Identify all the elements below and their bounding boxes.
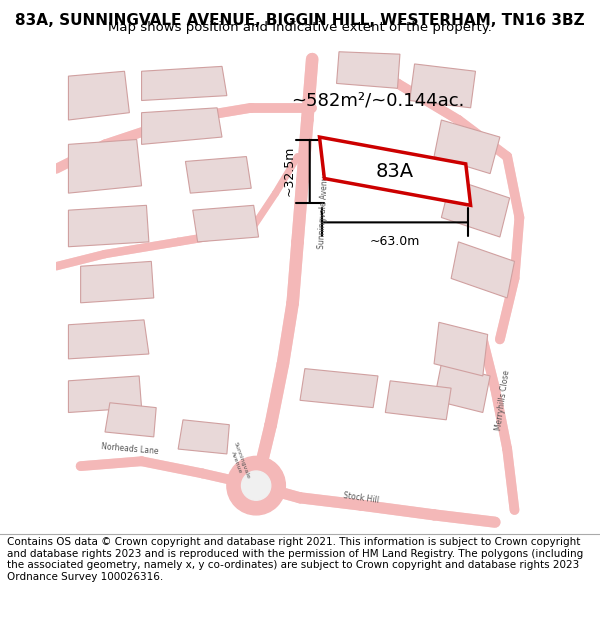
Text: Norheads Lane: Norheads Lane bbox=[100, 442, 158, 456]
Text: 83A: 83A bbox=[376, 162, 414, 181]
Text: Stock Hill: Stock Hill bbox=[343, 491, 379, 505]
Polygon shape bbox=[142, 66, 227, 101]
Polygon shape bbox=[68, 139, 142, 193]
Polygon shape bbox=[68, 71, 130, 120]
Polygon shape bbox=[442, 179, 509, 237]
Polygon shape bbox=[142, 107, 222, 144]
Text: ~32.5m: ~32.5m bbox=[282, 146, 295, 196]
Polygon shape bbox=[451, 242, 515, 298]
Text: Sunningvale
Avenue: Sunningvale Avenue bbox=[227, 441, 251, 481]
Text: ~63.0m: ~63.0m bbox=[370, 234, 420, 248]
Polygon shape bbox=[80, 261, 154, 302]
Polygon shape bbox=[337, 52, 400, 88]
Polygon shape bbox=[68, 205, 149, 247]
Text: Contains OS data © Crown copyright and database right 2021. This information is : Contains OS data © Crown copyright and d… bbox=[7, 537, 583, 582]
Polygon shape bbox=[193, 205, 259, 242]
Circle shape bbox=[227, 456, 286, 515]
Polygon shape bbox=[434, 364, 490, 413]
Polygon shape bbox=[434, 322, 488, 376]
Text: ~582m²/~0.144ac.: ~582m²/~0.144ac. bbox=[292, 91, 464, 109]
Polygon shape bbox=[320, 137, 470, 205]
Polygon shape bbox=[105, 402, 156, 437]
Text: Sunningvale Avenue: Sunningvale Avenue bbox=[317, 171, 330, 249]
Text: Map shows position and indicative extent of the property.: Map shows position and indicative extent… bbox=[108, 21, 492, 34]
Polygon shape bbox=[410, 64, 476, 107]
Polygon shape bbox=[385, 381, 451, 420]
Text: 83A, SUNNINGVALE AVENUE, BIGGIN HILL, WESTERHAM, TN16 3BZ: 83A, SUNNINGVALE AVENUE, BIGGIN HILL, WE… bbox=[15, 13, 585, 28]
Polygon shape bbox=[434, 120, 500, 174]
Polygon shape bbox=[178, 420, 229, 454]
Circle shape bbox=[241, 471, 271, 500]
Polygon shape bbox=[300, 369, 378, 408]
Polygon shape bbox=[68, 376, 142, 413]
Polygon shape bbox=[185, 156, 251, 193]
Text: Merryhills Close: Merryhills Close bbox=[494, 369, 511, 431]
Polygon shape bbox=[68, 320, 149, 359]
